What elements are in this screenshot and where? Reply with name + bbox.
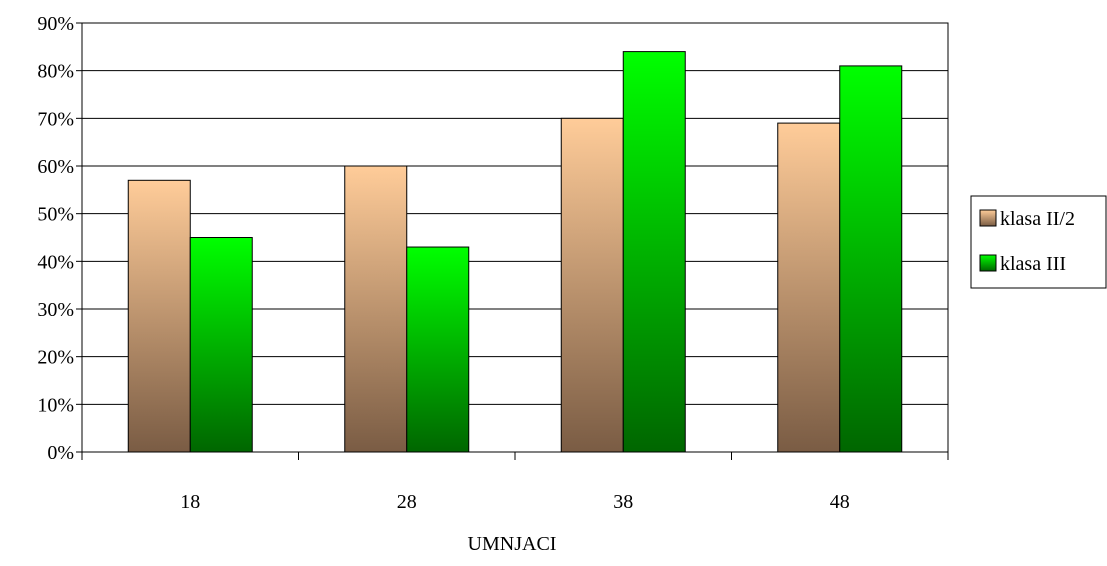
legend-swatch [979,254,997,272]
bar-klasa-iii-18 [189,237,253,453]
bar-klasa-ii-2-18 [127,179,191,453]
y-tick-label: 0% [47,442,74,464]
x-tick-label: 28 [397,491,417,513]
tick-labels: 0% 10% 20% 30% 40% 50% 60% 70% 80% 90% 18 28 38 48 [37,13,849,513]
legend-swatch [979,209,997,227]
legend-label: klasa II/2 [1000,208,1075,230]
axes [76,22,949,460]
bar-klasa-iii-38 [622,51,686,453]
x-tick-label: 38 [613,491,633,513]
y-tick-label: 30% [37,299,74,321]
bar-klasa-ii-2-28 [344,165,408,453]
x-axis-title: UMNJACI [468,533,557,555]
legend: klasa II/2 klasa III [970,195,1107,289]
y-tick-label: 70% [37,108,74,130]
y-tick-label: 80% [37,61,74,83]
bar-klasa-iii-48 [839,65,903,453]
x-tick-label: 18 [180,491,200,513]
y-tick-label: 60% [37,156,74,178]
x-tick-label: 48 [830,491,850,513]
y-tick-label: 10% [37,394,74,416]
bar-klasa-ii-2-38 [560,117,624,453]
legend-label: klasa III [1000,253,1066,275]
y-tick-label: 90% [37,13,74,35]
y-tick-label: 50% [37,204,74,226]
y-tick-label: 20% [37,347,74,369]
bars [127,51,903,453]
bar-klasa-ii-2-48 [777,122,841,453]
bar-klasa-iii-28 [406,246,470,453]
y-tick-label: 40% [37,251,74,273]
